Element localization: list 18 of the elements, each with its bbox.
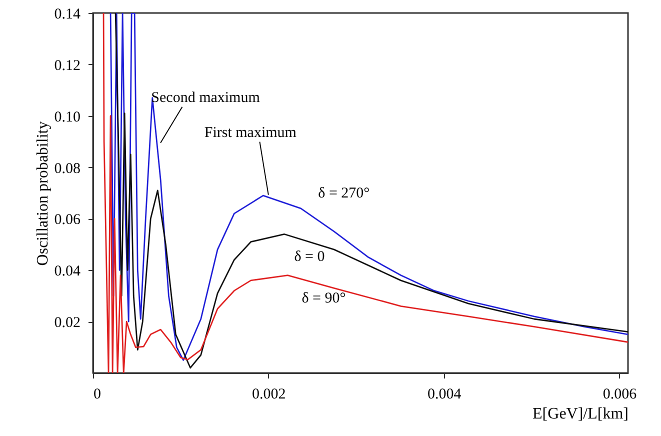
x-axis-title: E[GeV]/L[km] <box>532 406 628 422</box>
y-tick-label: 0.02 <box>54 315 80 332</box>
y-axis-title: Oscillation probability <box>34 121 52 266</box>
y-tick-label: 0.14 <box>54 6 81 22</box>
x-tick-label: 0.004 <box>427 386 462 402</box>
x-tick-label: 0.002 <box>252 386 286 402</box>
y-tick-label: 0.12 <box>54 58 80 74</box>
y-tick-label: 0.04 <box>54 264 81 280</box>
x-tick-label: 0.006 <box>602 386 638 402</box>
annotation: Second maximum <box>151 90 260 106</box>
series-label: δ = 270° <box>318 186 370 202</box>
x-tick-label: 0 <box>94 386 101 402</box>
series-label: δ = 90° <box>302 290 346 306</box>
y-tick-label: 0.08 <box>54 160 80 177</box>
annotation: First maximum <box>204 124 297 141</box>
series-label: δ = 0 <box>294 249 325 266</box>
y-tick-label: 0.10 <box>54 109 80 126</box>
y-tick-label: 0.06 <box>54 212 81 228</box>
